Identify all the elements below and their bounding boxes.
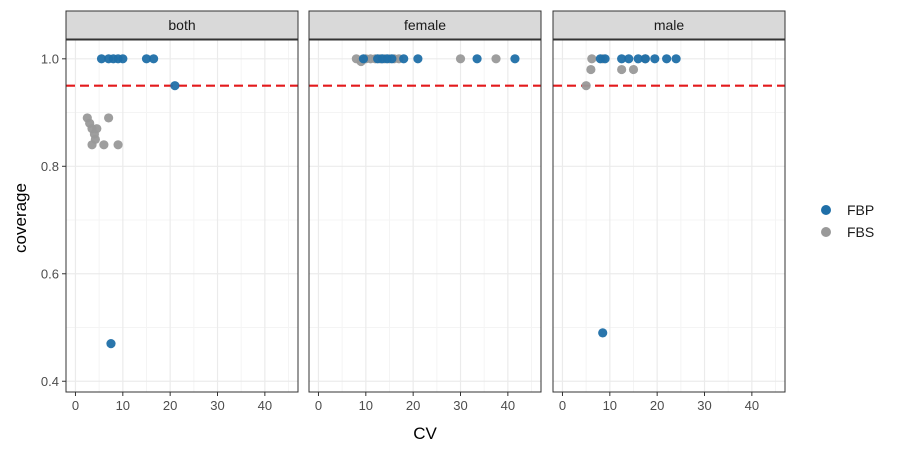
series-FBP (358, 54, 520, 64)
data-point (87, 140, 97, 150)
facet-panel-female: female 0 10 20 30 40 (308, 10, 542, 413)
x-tick-label: 20 (406, 398, 420, 413)
x-tick-label: 10 (359, 398, 373, 413)
data-point (387, 54, 397, 64)
y-tick-label: 0.8 (41, 159, 59, 174)
x-tick-label: 10 (603, 398, 617, 413)
x-tick-label: 0 (315, 398, 322, 413)
legend-item-FBS: FBS (821, 224, 874, 240)
data-point (587, 54, 597, 64)
data-point (106, 339, 116, 349)
data-point (510, 54, 520, 64)
y-axis-title: coverage (11, 183, 30, 253)
facet-strip-label: male (654, 17, 685, 33)
facet-strip (65, 10, 299, 40)
legend-label: FBP (847, 202, 874, 218)
x-tick-label: 0 (559, 398, 566, 413)
x-tick-label: 20 (650, 398, 664, 413)
data-point (671, 54, 681, 64)
data-point (581, 81, 591, 91)
legend-item-FBP: FBP (821, 202, 874, 218)
facet-panel-both: both 0 10 20 30 40 0.4 0.6 0.8 1.0 (41, 10, 299, 413)
y-tick-label: 1.0 (41, 51, 59, 66)
series-FBS (82, 113, 123, 150)
data-point (624, 54, 634, 64)
data-point (92, 124, 102, 134)
data-point (99, 140, 109, 150)
x-tick-label: 30 (453, 398, 467, 413)
series-FBP (96, 54, 180, 349)
data-point (96, 54, 107, 64)
data-point (413, 54, 423, 64)
x-tick-label: 10 (116, 398, 130, 413)
panel-background (309, 40, 541, 392)
data-point (399, 54, 409, 64)
legend-key (821, 227, 831, 237)
y-tick-label: 0.4 (41, 374, 59, 389)
panel-border (308, 39, 542, 393)
data-point (113, 140, 123, 150)
data-point (148, 54, 159, 64)
data-point (491, 54, 501, 64)
data-point (617, 54, 627, 64)
panels-layer: both 0 10 20 30 40 0.4 0.6 0.8 1.0 female 0 10 20 30 40… (41, 10, 786, 413)
data-point (628, 64, 639, 75)
x-tick-label: 20 (163, 398, 177, 413)
x-tick-label: 0 (72, 398, 79, 413)
panel-border (552, 39, 786, 393)
data-point (455, 54, 466, 64)
data-point (650, 54, 660, 64)
data-point (617, 64, 627, 75)
data-point (358, 54, 369, 64)
data-point (633, 54, 643, 64)
data-point (104, 113, 114, 123)
series-FBP (595, 54, 681, 338)
panel-background (553, 40, 785, 392)
x-tick-label: 40 (745, 398, 759, 413)
facet-strip (552, 10, 786, 40)
facet-strip-label: both (168, 17, 195, 33)
legend: FBP FBS (821, 202, 874, 240)
facet-strip-label: female (404, 17, 446, 33)
panel-border (65, 39, 299, 393)
data-point (600, 54, 610, 64)
x-tick-label: 40 (501, 398, 515, 413)
panel-background (66, 40, 298, 392)
axis-titles: CV coverage (11, 183, 437, 443)
x-axis-title: CV (413, 424, 437, 443)
data-point (472, 54, 482, 64)
data-point (170, 81, 180, 91)
facet-strip (308, 10, 542, 40)
legend-label: FBS (847, 224, 874, 240)
x-tick-label: 30 (210, 398, 224, 413)
legend-key (821, 205, 831, 215)
y-tick-label: 0.6 (41, 266, 59, 281)
data-point (662, 54, 672, 64)
facet-panel-male: male 0 10 20 30 40 (552, 10, 786, 413)
data-point (598, 328, 608, 338)
x-tick-label: 40 (258, 398, 272, 413)
data-point (586, 64, 596, 75)
data-point (141, 54, 152, 64)
data-point (640, 54, 650, 64)
x-tick-label: 30 (697, 398, 711, 413)
data-point (118, 54, 128, 64)
